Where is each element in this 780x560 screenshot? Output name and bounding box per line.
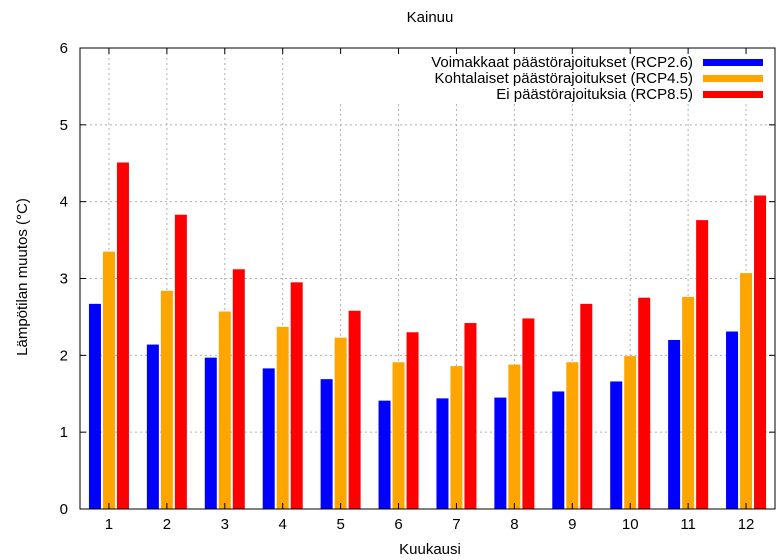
bar-series-2 (682, 296, 695, 509)
bar-series-1 (378, 400, 391, 509)
bar-series-3 (406, 332, 419, 509)
x-tick-label: 9 (568, 516, 576, 533)
bar-series-2 (102, 251, 115, 509)
bar-series-1 (262, 368, 275, 509)
y-tick-label: 2 (60, 347, 68, 364)
bar-series-1 (668, 339, 681, 509)
bar-series-3 (464, 323, 477, 509)
legend-swatch (703, 75, 763, 82)
y-ticks: 0 1 2 3 4 5 6 (60, 40, 775, 518)
x-tick-label: 7 (452, 516, 460, 533)
bar-series-1 (146, 344, 159, 509)
x-tick-label: 12 (738, 516, 755, 533)
y-tick-label: 1 (60, 424, 68, 441)
bar-series-3 (522, 318, 535, 509)
bar-series-1 (552, 391, 565, 509)
bar-series-3 (580, 303, 593, 509)
bar-series-3 (348, 310, 361, 509)
bar-series-1 (494, 397, 507, 509)
bar-series-3 (696, 220, 709, 509)
y-tick-label: 5 (60, 117, 68, 134)
y-tick-label: 6 (60, 40, 68, 57)
bar-series-2 (334, 337, 347, 509)
x-axis-label: Kuukausi (399, 541, 461, 558)
bar-series-1 (204, 357, 217, 509)
x-ticks: 1 2 3 4 5 6 7 8 9 10 11 12 (105, 48, 755, 533)
x-tick-label: 4 (279, 516, 287, 533)
bar-series-1 (436, 398, 449, 509)
x-tick-label: 10 (622, 516, 639, 533)
legend-swatch (703, 91, 763, 98)
legend-label: Ei päästörajoituksia (RCP8.5) (496, 86, 693, 103)
chart-title: Kainuu (407, 9, 454, 26)
bar-series-2 (740, 273, 753, 509)
x-tick-label: 6 (394, 516, 402, 533)
bar-series-1 (726, 331, 739, 509)
bar-series-2 (276, 326, 289, 509)
y-axis-label: Lämpötilan muutos (°C) (14, 198, 31, 356)
x-tick-label: 1 (105, 516, 113, 533)
x-tick-label: 8 (510, 516, 518, 533)
bar-series-2 (392, 362, 405, 509)
y-tick-label: 4 (60, 194, 68, 211)
bar-series-3 (174, 214, 187, 509)
bar-series-2 (160, 290, 173, 509)
bars (88, 162, 767, 509)
bar-series-2 (566, 362, 579, 509)
legend-swatch (703, 59, 763, 66)
y-tick-label: 0 (60, 501, 68, 518)
x-tick-label: 5 (336, 516, 344, 533)
legend-label: Kohtalaiset päästörajoitukset (RCP4.5) (435, 70, 693, 87)
bar-series-1 (320, 379, 333, 509)
bar-series-1 (610, 381, 623, 509)
bar-series-3 (754, 195, 767, 509)
bar-series-2 (624, 356, 637, 509)
bar-series-3 (232, 269, 245, 509)
bar-series-3 (290, 282, 303, 509)
bar-series-1 (88, 303, 101, 509)
bar-series-2 (508, 364, 521, 509)
bar-series-2 (450, 366, 463, 509)
bar-series-3 (638, 297, 651, 509)
x-tick-label: 3 (221, 516, 229, 533)
y-tick-label: 3 (60, 271, 68, 288)
legend: Voimakkaat päästörajoitukset (RCP2.6)Koh… (431, 54, 763, 103)
bar-series-2 (218, 311, 231, 509)
x-tick-label: 11 (680, 516, 696, 533)
bar-series-3 (116, 162, 129, 509)
x-tick-label: 2 (163, 516, 171, 533)
legend-label: Voimakkaat päästörajoitukset (RCP2.6) (431, 54, 693, 71)
